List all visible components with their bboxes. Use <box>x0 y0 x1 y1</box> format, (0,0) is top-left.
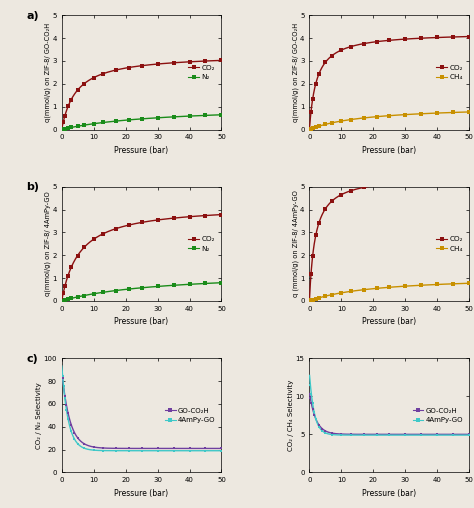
X-axis label: Pressure (bar): Pressure (bar) <box>115 489 169 498</box>
X-axis label: Pressure (bar): Pressure (bar) <box>362 146 416 155</box>
Legend: GO-CO₂H, 4AmPy-GO: GO-CO₂H, 4AmPy-GO <box>410 405 466 426</box>
X-axis label: Pressure (bar): Pressure (bar) <box>115 318 169 327</box>
Y-axis label: q(mmol/g) on ZIF-8/ GO-CO₂H: q(mmol/g) on ZIF-8/ GO-CO₂H <box>45 23 51 122</box>
X-axis label: Pressure (bar): Pressure (bar) <box>115 146 169 155</box>
Y-axis label: q(mmol/g) on ZIF-8/ 4AmPy-GO: q(mmol/g) on ZIF-8/ 4AmPy-GO <box>45 192 51 296</box>
Text: a): a) <box>27 11 39 21</box>
X-axis label: Pressure (bar): Pressure (bar) <box>362 489 416 498</box>
Text: c): c) <box>27 354 38 364</box>
Legend: CO₂, N₂: CO₂, N₂ <box>186 233 218 255</box>
Legend: GO-CO₂H, 4AmPy-GO: GO-CO₂H, 4AmPy-GO <box>163 405 218 426</box>
Legend: CO₂, CH₄: CO₂, CH₄ <box>433 233 465 255</box>
X-axis label: Pressure (bar): Pressure (bar) <box>362 318 416 327</box>
Legend: CO₂, CH₄: CO₂, CH₄ <box>433 61 465 83</box>
Y-axis label: q (mmol/g) on ZIF-8/ 4AmPy-GO: q (mmol/g) on ZIF-8/ 4AmPy-GO <box>292 190 299 297</box>
Y-axis label: CO₂ / CH₄ Selectivity: CO₂ / CH₄ Selectivity <box>288 379 294 451</box>
Y-axis label: q(mmol/g) on ZIF-8/ GO-CO₂H: q(mmol/g) on ZIF-8/ GO-CO₂H <box>292 23 299 122</box>
Text: b): b) <box>27 182 39 192</box>
Legend: CO₂, N₂: CO₂, N₂ <box>186 61 218 83</box>
Y-axis label: CO₂ / N₂ Selectivity: CO₂ / N₂ Selectivity <box>36 382 42 449</box>
